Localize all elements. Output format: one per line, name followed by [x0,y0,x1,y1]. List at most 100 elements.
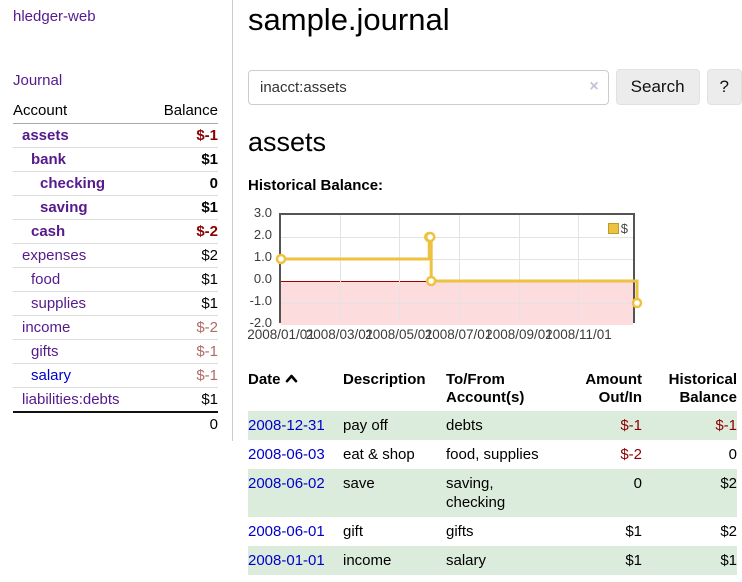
gridline-h [281,237,633,238]
account-row: income $-2 [13,316,218,340]
account-link[interactable]: salary [31,367,72,384]
transaction-date-link[interactable]: 2008-06-03 [248,446,325,463]
account-row: supplies $1 [13,292,218,316]
account-link[interactable]: income [22,319,71,336]
search-box: × [248,69,609,105]
app-brand-link[interactable]: hledger-web [13,8,96,25]
account-link[interactable]: saving [40,199,88,216]
x-axis-tick-label: 2008/11/01 [545,327,612,342]
account-balance: $1 [201,199,218,216]
chart-legend: $ [607,221,628,236]
gridline-v [399,215,401,321]
transaction-date-link[interactable]: 2008-06-01 [248,523,325,540]
legend-swatch-icon [607,223,619,234]
sidebar: hledger-web Journal Account Balance asse… [0,0,233,441]
sidebar-item-journal[interactable]: Journal [13,72,63,89]
account-link[interactable]: assets [22,127,69,144]
accounts-rows: assets $-1 bank $1 checking 0 saving $1 cash $-2 e… [13,124,218,411]
transaction-balance: $1 [720,552,737,569]
transaction-description: pay off [343,417,388,434]
transaction-amount: 0 [633,475,642,492]
account-link[interactable]: food [31,271,61,288]
account-link[interactable]: supplies [31,295,87,312]
page-title: sample.journal [248,2,450,37]
account-row: food $1 [13,268,218,292]
account-link[interactable]: gifts [31,343,59,360]
account-balance: $-2 [196,223,218,240]
sort-asc-icon [285,374,297,383]
transaction-amount: $-1 [620,417,642,434]
account-row: bank $1 [13,148,218,172]
account-balance: $-2 [196,319,218,336]
account-balance: $1 [201,271,218,288]
y-axis-tick-label: 1.0 [253,249,272,264]
account-row: checking 0 [13,172,218,196]
y-axis-tick-label: -2.0 [249,315,272,330]
account-balance: $1 [201,391,218,408]
accounts-table-header: Account Balance [13,98,218,124]
accounts-header-balance: Balance [163,102,218,119]
transaction-description: eat & shop [343,446,415,463]
chart-plot-area: $ [275,213,643,325]
search-button[interactable]: Search [615,69,700,105]
transaction-description: income [343,552,392,569]
transaction-date-link[interactable]: 2008-06-02 [248,475,325,492]
gridline-h [281,259,633,260]
account-balance: $2 [201,247,218,264]
transaction-accounts: debts [446,417,483,434]
account-balance: $1 [201,151,218,168]
account-row: expenses $2 [13,244,218,268]
y-axis-tick-label: 3.0 [253,205,272,220]
x-axis-tick-label: 2008/09/01 [485,327,553,342]
col-header-date-label: Date [248,371,281,388]
account-row: assets $-1 [13,124,218,148]
col-header-accounts: To/From Account(s) [446,371,525,406]
accounts-total-value: 0 [209,416,218,433]
main-content: sample.journal × Search ? assets Histori… [233,0,742,575]
data-point-marker [424,231,436,243]
data-point-marker [425,275,437,287]
x-axis-tick-label: 2008/07/01 [424,327,493,342]
transaction-amount: $-2 [620,446,642,463]
y-axis-tick-label: 0.0 [253,271,272,286]
col-header-date[interactable]: Date [248,369,343,411]
accounts-total-row: 0 [13,411,218,436]
account-link[interactable]: expenses [22,247,87,264]
gridline-v [339,215,341,321]
account-link[interactable]: liabilities:debts [22,391,120,408]
account-page-title: assets [248,127,327,157]
x-axis-tick-label: 2008/05/01 [365,327,433,342]
gridline-v [458,215,460,321]
account-balance: $-1 [196,343,218,360]
register-row: 2008-06-03 eat & shop food, supplies $-2 0 [248,440,737,469]
transaction-date-link[interactable]: 2008-01-01 [248,552,325,569]
clear-search-icon[interactable]: × [589,77,599,95]
transaction-description: save [343,475,375,492]
col-header-amount: Amount Out/In [585,371,642,406]
transaction-balance: $2 [720,475,737,492]
search-input[interactable] [248,69,609,105]
balance-series [275,231,643,309]
transaction-description: gift [343,523,364,540]
account-link[interactable]: cash [31,223,66,240]
col-header-balance: Historical Balance [668,371,737,406]
account-row: liabilities:debts $1 [13,388,218,411]
transaction-accounts: gifts [446,523,474,540]
x-axis-tick-label: 2008/01/01 [247,327,315,342]
data-point-marker [631,297,643,309]
col-header-description: Description [343,371,426,388]
help-button[interactable]: ? [706,69,742,105]
account-balance: 0 [209,175,218,192]
account-row: saving $1 [13,196,218,220]
account-balance: $1 [201,295,218,312]
chart-heading: Historical Balance: [248,177,384,194]
gridline-v [578,215,580,321]
transaction-balance: $-1 [715,417,737,434]
transaction-date-link[interactable]: 2008-12-31 [248,417,325,434]
account-link[interactable]: checking [40,175,106,192]
register-row: 2008-06-02 save saving, checking 0 $2 [248,469,737,517]
gridline-v [518,215,520,321]
transaction-accounts: saving, checking [446,475,506,511]
y-axis-tick-label: 2.0 [253,227,272,242]
account-link[interactable]: bank [31,151,67,168]
